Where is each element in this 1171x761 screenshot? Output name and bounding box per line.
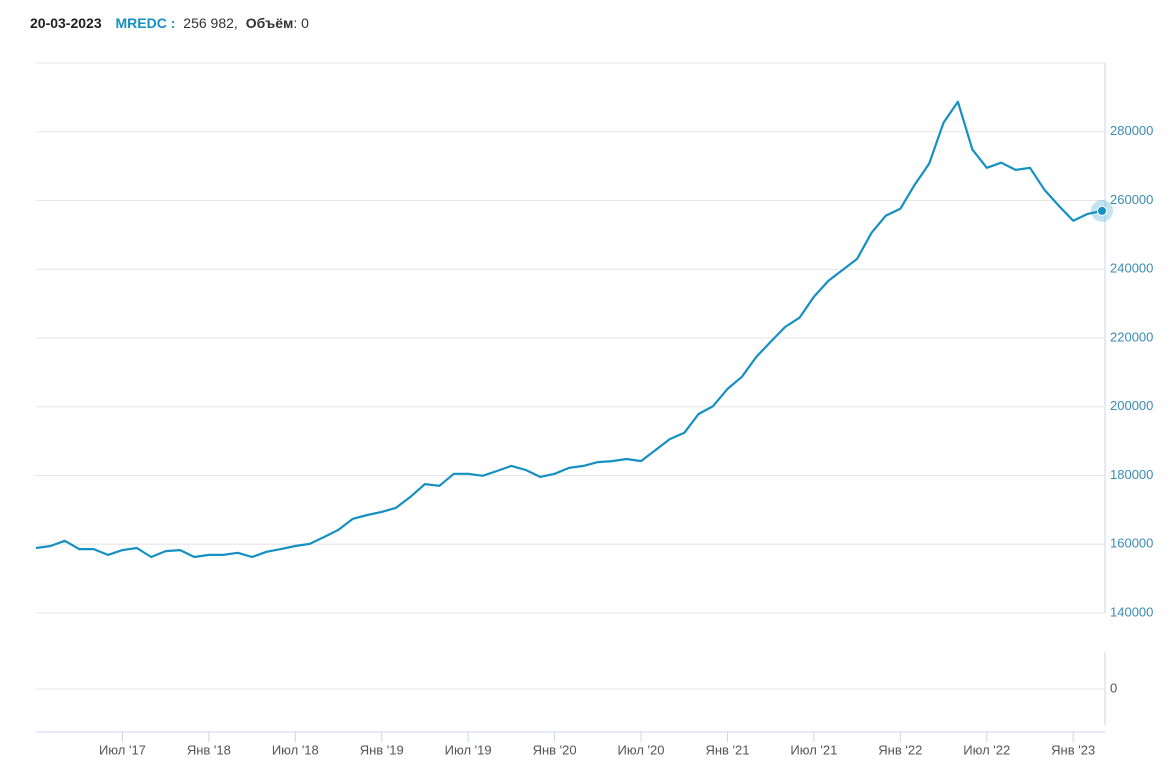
y-tick-label: 140000 bbox=[1110, 604, 1153, 619]
x-tick-label: Янв '19 bbox=[360, 742, 404, 757]
header-volume-label: Объём bbox=[246, 15, 294, 31]
y-tick-label: 160000 bbox=[1110, 536, 1153, 551]
y-tick-label: 0 bbox=[1110, 680, 1117, 695]
x-tick-label: Янв '21 bbox=[705, 742, 749, 757]
y-tick-label: 280000 bbox=[1110, 123, 1153, 138]
y-tick-label: 240000 bbox=[1110, 261, 1153, 276]
header-symbol: MREDC : bbox=[116, 15, 176, 31]
x-tick-label: Июл '19 bbox=[445, 742, 492, 757]
x-tick-label: Июл '20 bbox=[618, 742, 665, 757]
y-tick-label: 220000 bbox=[1110, 329, 1153, 344]
header: 20-03-2023 MREDC : 256 982, Объём: 0 bbox=[30, 15, 309, 31]
x-tick-label: Июл '17 bbox=[99, 742, 146, 757]
y-tick-label: 260000 bbox=[1110, 192, 1153, 207]
x-tick-label: Янв '22 bbox=[878, 742, 922, 757]
header-volume: : 0 bbox=[293, 15, 309, 31]
x-tick-label: Июл '18 bbox=[272, 742, 319, 757]
x-tick-label: Июл '21 bbox=[790, 742, 837, 757]
header-date: 20-03-2023 bbox=[30, 15, 102, 31]
y-tick-label: 180000 bbox=[1110, 467, 1153, 482]
y-tick-label: 200000 bbox=[1110, 398, 1153, 413]
price-line bbox=[35, 100, 1103, 559]
header-value: 256 982, bbox=[183, 15, 238, 31]
x-tick-label: Янв '23 bbox=[1051, 742, 1095, 757]
x-tick-label: Янв '20 bbox=[533, 742, 577, 757]
last-point bbox=[1097, 205, 1107, 216]
x-tick-label: Янв '18 bbox=[187, 742, 231, 757]
x-tick-label: Июл '22 bbox=[963, 742, 1010, 757]
